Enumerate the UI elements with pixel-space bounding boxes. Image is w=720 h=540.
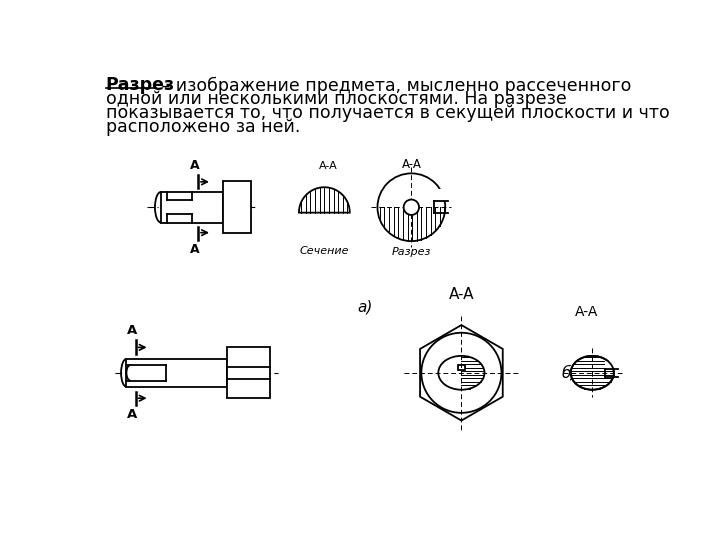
Bar (161, 192, 222, 222)
Text: A-A: A-A (575, 305, 598, 319)
Text: Разрез: Разрез (106, 76, 175, 94)
Text: A: A (190, 159, 199, 172)
Text: A-A: A-A (449, 287, 474, 302)
Circle shape (421, 333, 501, 413)
Polygon shape (420, 325, 503, 421)
Polygon shape (299, 187, 350, 213)
Bar (227, 347, 271, 398)
Text: A: A (127, 408, 137, 421)
Circle shape (404, 200, 419, 215)
Text: расположено за ней.: расположено за ней. (106, 118, 300, 136)
Bar (434, 189, 449, 201)
Text: A: A (190, 242, 199, 255)
Text: б): б) (562, 365, 577, 381)
Bar (457, 364, 465, 370)
Bar (127, 359, 227, 387)
Bar (222, 181, 251, 233)
Circle shape (377, 173, 445, 241)
Text: Сечение: Сечение (300, 246, 349, 256)
Text: A-A: A-A (319, 161, 338, 171)
Ellipse shape (571, 356, 614, 390)
Text: а): а) (357, 300, 373, 315)
Ellipse shape (438, 356, 485, 390)
Text: показывается то, что получается в секущей плоскости и что: показывается то, что получается в секуще… (106, 104, 670, 122)
Text: одной или несколькими плоскостями. На разрезе: одной или несколькими плоскостями. На ра… (106, 90, 567, 108)
Text: – изображение предмета, мысленно рассеченного: – изображение предмета, мысленно рассече… (156, 76, 631, 94)
Bar (605, 361, 620, 369)
Text: A-A: A-A (402, 158, 421, 171)
Text: A: A (127, 325, 137, 338)
Text: Разрез: Разрез (392, 247, 431, 257)
